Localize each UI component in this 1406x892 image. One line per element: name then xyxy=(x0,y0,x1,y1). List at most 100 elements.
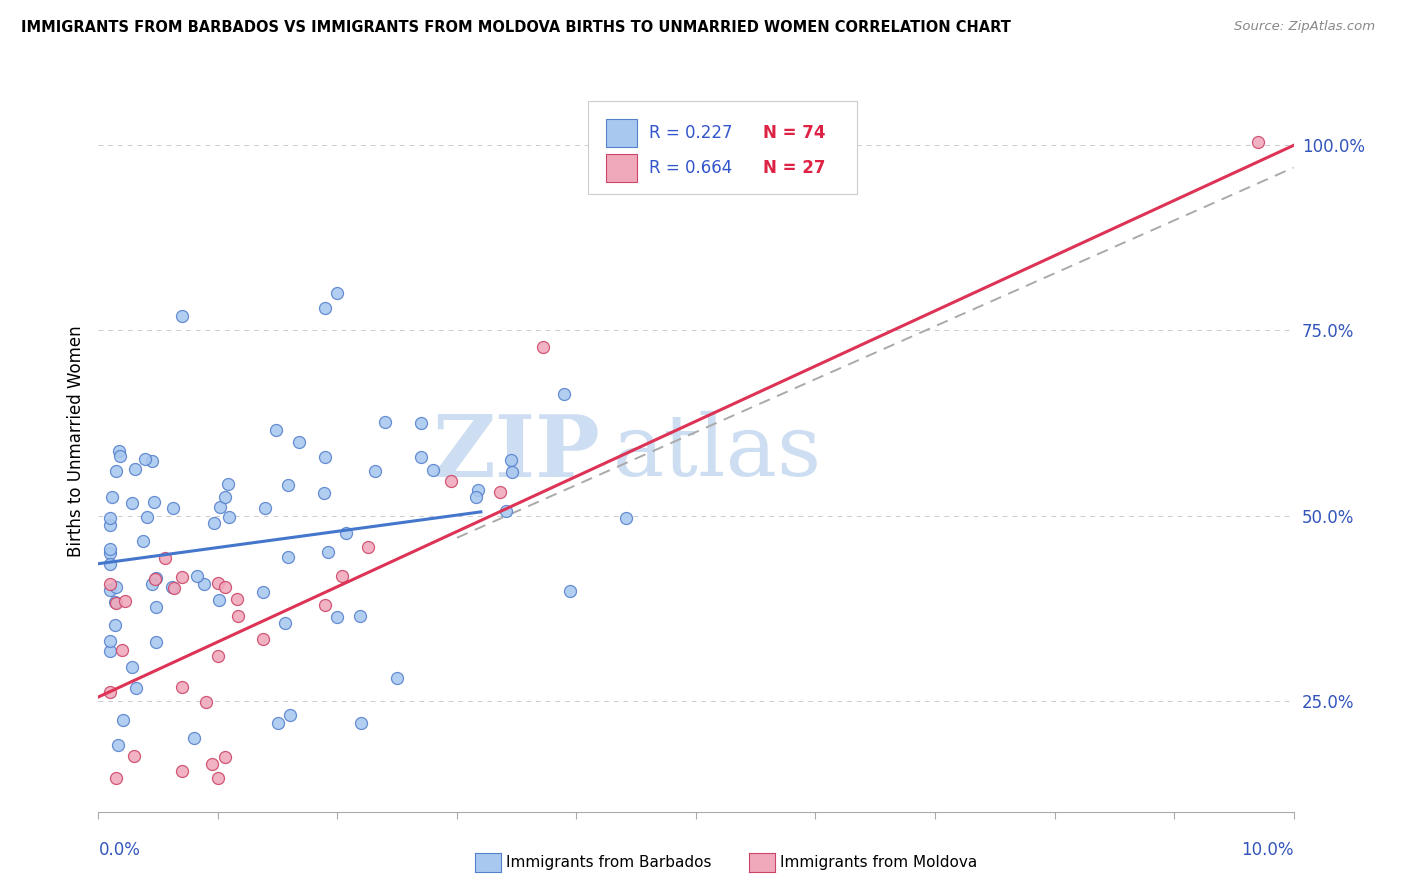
Point xyxy=(464,490,486,504)
Point xyxy=(208,500,231,515)
Point xyxy=(100,490,122,504)
Text: N = 27: N = 27 xyxy=(763,159,825,177)
Point xyxy=(98,546,122,560)
Point xyxy=(214,580,236,594)
Text: R = 0.227: R = 0.227 xyxy=(650,124,733,142)
Point xyxy=(98,577,122,591)
Point xyxy=(107,738,129,752)
Point xyxy=(163,582,186,596)
Point xyxy=(553,387,575,401)
Point xyxy=(194,694,217,708)
Bar xyxy=(606,119,637,147)
Point xyxy=(349,608,371,623)
Point xyxy=(267,715,290,730)
Point xyxy=(252,632,274,646)
Point xyxy=(350,715,373,730)
Point xyxy=(560,584,582,599)
Point xyxy=(134,452,156,467)
Point xyxy=(124,461,146,475)
Point xyxy=(202,516,225,530)
Text: R = 0.664: R = 0.664 xyxy=(650,159,733,177)
Point xyxy=(153,550,176,565)
Point xyxy=(145,572,167,586)
Point xyxy=(614,510,637,524)
Point xyxy=(201,756,224,771)
Point xyxy=(467,483,489,498)
Point xyxy=(501,466,523,480)
Point xyxy=(214,750,236,764)
Point xyxy=(104,580,127,594)
Point xyxy=(98,582,122,597)
Point xyxy=(264,423,287,437)
Point xyxy=(145,635,167,649)
Point xyxy=(278,708,301,723)
Point xyxy=(110,449,132,463)
Text: Immigrants from Barbados: Immigrants from Barbados xyxy=(506,855,711,870)
Point xyxy=(183,731,205,745)
Point xyxy=(136,509,159,524)
Point xyxy=(277,549,299,564)
Point xyxy=(207,772,229,786)
Point xyxy=(98,511,122,525)
Point xyxy=(121,660,143,674)
Point xyxy=(374,415,396,429)
Point xyxy=(143,494,166,508)
Text: atlas: atlas xyxy=(613,411,821,494)
Point xyxy=(98,558,122,572)
Point xyxy=(162,500,184,515)
Point xyxy=(170,681,193,695)
Point xyxy=(422,463,444,477)
Point xyxy=(112,713,135,727)
Point xyxy=(98,685,122,699)
Point xyxy=(105,772,128,786)
Point xyxy=(141,454,163,468)
Point xyxy=(253,501,276,516)
Point xyxy=(312,485,335,500)
Point xyxy=(208,592,231,607)
Text: N = 74: N = 74 xyxy=(763,124,825,142)
Text: Source: ZipAtlas.com: Source: ZipAtlas.com xyxy=(1234,20,1375,33)
Point xyxy=(160,580,183,594)
Point xyxy=(277,478,299,492)
Point xyxy=(315,301,337,316)
Point xyxy=(439,474,461,488)
Point xyxy=(1247,135,1270,149)
FancyBboxPatch shape xyxy=(589,101,858,194)
Point xyxy=(207,649,229,664)
Point xyxy=(172,764,194,778)
Point xyxy=(105,464,128,478)
Point xyxy=(98,643,122,657)
Point xyxy=(104,595,127,609)
Text: IMMIGRANTS FROM BARBADOS VS IMMIGRANTS FROM MOLDOVA BIRTHS TO UNMARRIED WOMEN CO: IMMIGRANTS FROM BARBADOS VS IMMIGRANTS F… xyxy=(21,20,1011,35)
Point xyxy=(489,484,512,499)
Point xyxy=(326,286,349,301)
Point xyxy=(495,504,517,518)
Text: ZIP: ZIP xyxy=(433,410,600,495)
Point xyxy=(288,434,311,449)
Point xyxy=(124,749,146,764)
Point xyxy=(499,452,522,467)
Point xyxy=(226,608,249,623)
Point xyxy=(315,450,337,464)
Text: Immigrants from Moldova: Immigrants from Moldova xyxy=(780,855,977,870)
Point xyxy=(207,576,229,591)
Point xyxy=(98,542,122,557)
Point xyxy=(385,672,409,686)
Point xyxy=(335,526,357,541)
Point xyxy=(145,599,167,614)
Point xyxy=(411,416,433,430)
Point xyxy=(172,309,194,323)
Point xyxy=(274,616,297,631)
Point xyxy=(193,577,215,591)
Point xyxy=(225,592,247,607)
Point xyxy=(145,571,167,585)
Y-axis label: Births to Unmarried Women: Births to Unmarried Women xyxy=(66,326,84,558)
Point xyxy=(411,450,433,464)
Point xyxy=(318,545,340,559)
Point xyxy=(531,340,554,354)
Point xyxy=(214,490,236,504)
Text: 10.0%: 10.0% xyxy=(1241,841,1294,859)
Point xyxy=(330,569,353,583)
Point xyxy=(186,568,208,582)
Point xyxy=(132,534,155,549)
